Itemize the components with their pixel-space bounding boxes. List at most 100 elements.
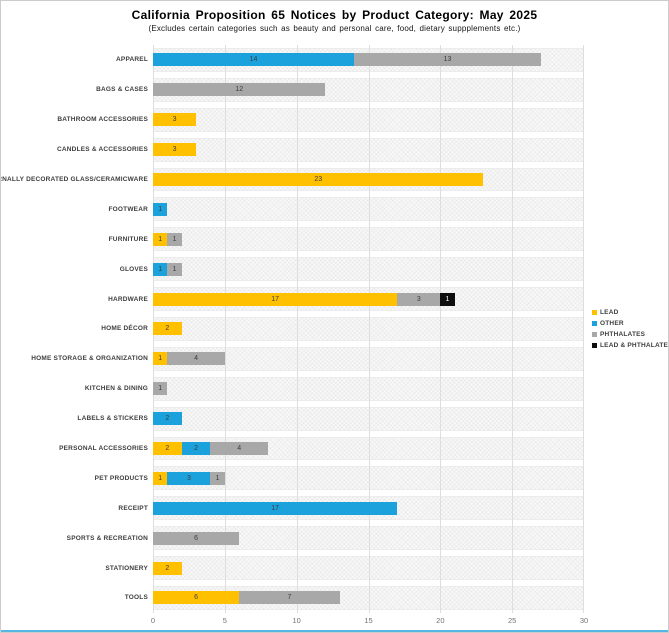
bar-row-candles-accessories: 3	[153, 135, 584, 165]
category-label-bathroom-accessories: BATHROOM ACCESSORIES	[57, 116, 148, 124]
gridline-x-30	[583, 45, 584, 613]
legend-item-other: OTHER	[592, 320, 668, 327]
bar-segment-lead: 23	[153, 173, 484, 186]
segment-value-label: 2	[165, 325, 170, 333]
category-axis: APPAREL BAGS & CASES BATHROOM ACCESSORIES C…	[1, 45, 148, 613]
segment-value-label: 2	[194, 445, 199, 453]
bar-segment-lead: 3	[153, 113, 197, 127]
segment-value-label: 1	[172, 235, 177, 243]
bar-segment-lead: 1	[153, 352, 168, 366]
category-label-bags-cases: BAGS & CASES	[96, 86, 148, 94]
bar-segment-other: 17	[153, 501, 398, 515]
category-label-labels-stickers: LABELS & STICKERS	[77, 415, 148, 423]
bar-segment-lead: 3	[153, 143, 197, 157]
category-label-footwear: FOOTWEAR	[108, 205, 148, 213]
segment-value-label: 3	[172, 116, 177, 124]
bar-row-hardware: 17 3 1	[153, 284, 584, 314]
stacked-bar: 1	[153, 202, 584, 216]
bottom-edge-line	[1, 630, 668, 632]
bar-segment-other: 1	[153, 262, 168, 276]
bar-segment-phthalates: 1	[210, 471, 225, 485]
stacked-bar: 6	[153, 531, 584, 545]
segment-value-label: 3	[172, 146, 177, 154]
category-label-home-d-cor: HOME DÉCOR	[101, 325, 148, 333]
legend: LEAD OTHER PHTHALATES LEAD & PHTHALATES	[592, 309, 668, 353]
x-tick-label-10: 10	[292, 616, 301, 625]
segment-value-label: 2	[165, 564, 170, 572]
bar-segment-phthalates: 12	[153, 83, 326, 97]
gridline-x-25	[512, 45, 514, 613]
stacked-bar: 17 3 1	[153, 292, 584, 306]
category-label-candles-accessories: CANDLES & ACCESSORIES	[57, 146, 148, 154]
bar-segment-phthalates: 13	[354, 53, 541, 67]
bar-segment-phthalates: 1	[167, 262, 182, 276]
x-tick-label-20: 20	[436, 616, 445, 625]
bar-segment-lead-phthalates: 1	[440, 292, 455, 306]
bar-segment-other: 2	[181, 442, 211, 456]
legend-label-other: OTHER	[600, 320, 624, 327]
stacked-bar: 2 2 4	[153, 442, 584, 456]
legend-swatch-lead-phthalates	[592, 343, 597, 348]
bar-row-kitchen-dining: 1	[153, 374, 584, 404]
segment-value-label: 3	[416, 295, 421, 303]
category-label-externally-decorated-glass-ceramicware: EXTERNALLY DECORATED GLASS/CERAMICWARE	[1, 176, 148, 183]
bar-segment-phthalates: 3	[397, 292, 441, 306]
legend-swatch-lead	[592, 310, 597, 315]
segment-value-label: 4	[194, 355, 199, 363]
legend-label-phthalates: PHTHALATES	[600, 331, 646, 338]
gridline-x-15	[368, 45, 370, 613]
segment-value-label: 2	[165, 445, 170, 453]
bar-segment-lead: 1	[153, 232, 168, 246]
segment-value-label: 1	[158, 385, 163, 393]
category-label-gloves: GLOVES	[119, 265, 148, 273]
segment-value-label: 1	[158, 205, 163, 213]
category-label-tools: TOOLS	[124, 594, 148, 602]
segment-value-label: 1	[172, 265, 177, 273]
chart-title: California Proposition 65 Notices by Pro…	[131, 8, 538, 22]
bar-segment-lead: 2	[153, 442, 182, 456]
category-label-apparel: APPAREL	[116, 56, 148, 64]
bar-segment-lead: 2	[153, 322, 182, 336]
segment-value-label: 1	[158, 355, 163, 363]
x-tick-label-0: 0	[150, 616, 156, 625]
x-tick-label-25: 25	[507, 616, 517, 625]
segment-value-label: 7	[287, 594, 292, 602]
bar-row-stationery: 2	[153, 553, 584, 583]
gridline-x-5	[224, 45, 226, 613]
segment-value-label: 6	[194, 534, 199, 542]
category-label-furniture: FURNITURE	[108, 235, 148, 243]
chart-subtitle: (Excludes certain categories such as bea…	[148, 24, 521, 33]
segment-value-label: 17	[271, 295, 279, 303]
bar-segment-lead: 1	[153, 471, 168, 485]
category-label-stationery: STATIONERY	[105, 564, 148, 572]
stacked-bar: 3	[153, 143, 584, 157]
stacked-bar: 1 3 1	[153, 471, 584, 485]
bar-row-externally-decorated-glass-ceramicware: 23	[153, 165, 584, 195]
legend-item-phthalates: PHTHALATES	[592, 331, 668, 338]
segment-value-label: 17	[271, 504, 279, 512]
category-label-receipt: RECEIPT	[118, 504, 148, 512]
bar-row-bags-cases: 12	[153, 75, 584, 105]
bar-row-footwear: 1	[153, 194, 584, 224]
category-label-sports-recreation: SPORTS & RECREATION	[66, 534, 148, 542]
bar-segment-other: 14	[153, 53, 355, 67]
bar-segment-phthalates: 4	[210, 442, 268, 456]
stacked-bar: 2	[153, 561, 584, 575]
stacked-bar: 23	[153, 173, 584, 186]
bar-segment-phthalates: 7	[239, 591, 340, 605]
stacked-bar: 3	[153, 113, 584, 127]
segment-value-label: 6	[194, 594, 199, 602]
stacked-bar: 12	[153, 83, 584, 97]
value-axis: 0 5 10 15 20 25 30	[150, 616, 588, 628]
legend-item-lead-phthalates: LEAD & PHTHALATES	[592, 342, 668, 349]
legend-item-lead: LEAD	[592, 309, 668, 316]
legend-label-lead: LEAD	[600, 309, 619, 316]
gridline-x-20	[440, 45, 442, 613]
x-tick-label-15: 15	[364, 616, 373, 625]
category-label-pet-products: PET PRODUCTS	[94, 474, 148, 482]
segment-value-label: 1	[215, 474, 220, 482]
